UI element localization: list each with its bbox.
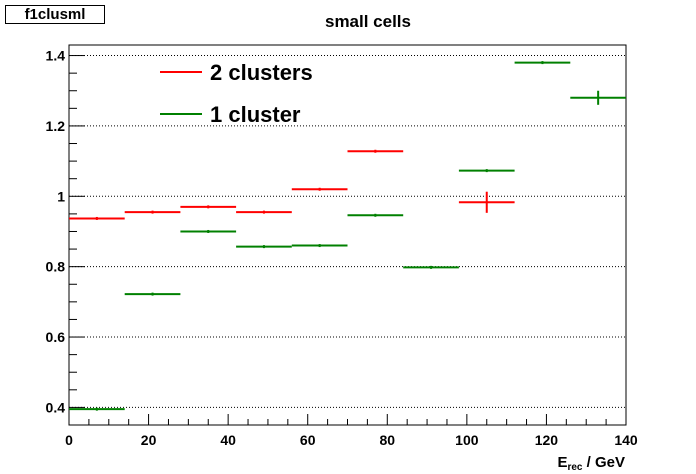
data-point <box>69 216 125 220</box>
y-tick-label: 1 <box>57 188 65 204</box>
y-tick-label: 1.2 <box>46 118 66 134</box>
x-axis-label-sub: rec <box>567 462 582 473</box>
data-point <box>180 229 237 233</box>
data-point <box>291 244 348 248</box>
x-tick-label: 80 <box>379 432 395 448</box>
x-tick-label: 140 <box>614 432 638 448</box>
chart-title: small cells <box>325 12 411 31</box>
data-point <box>570 90 626 105</box>
data-point <box>458 191 515 213</box>
data-point <box>291 187 348 191</box>
data-point <box>347 213 404 217</box>
legend-label: 1 cluster <box>210 102 301 127</box>
legend: 2 clusters 1 cluster <box>160 60 313 127</box>
series-2-clusters <box>69 149 515 220</box>
legend-label: 2 clusters <box>210 60 313 85</box>
data-point <box>347 149 404 153</box>
data-series <box>69 61 626 411</box>
x-tick-label: 120 <box>535 432 559 448</box>
series-1-cluster <box>69 61 626 411</box>
data-point <box>403 265 459 269</box>
x-axis-label-main: E <box>557 454 567 471</box>
y-tick-label: 1.4 <box>46 48 66 64</box>
data-point <box>69 407 125 411</box>
histogram-name-box: f1clusml <box>5 5 105 24</box>
x-tick-label: 0 <box>65 432 73 448</box>
x-axis-label: Erec / GeV <box>557 454 625 473</box>
grid-lines <box>69 55 626 408</box>
axis-ticks <box>68 55 627 426</box>
data-point <box>180 205 237 209</box>
data-point <box>236 210 292 214</box>
plot-frame <box>68 44 627 426</box>
y-tick-label: 0.4 <box>46 399 66 415</box>
data-point <box>124 210 181 214</box>
y-tick-label: 0.6 <box>46 329 66 345</box>
x-tick-label: 60 <box>300 432 316 448</box>
data-point <box>124 292 181 296</box>
x-tick-label: 40 <box>220 432 236 448</box>
y-tick-label: 0.8 <box>46 259 66 275</box>
x-tick-label: 20 <box>141 432 157 448</box>
histogram-name: f1clusml <box>24 6 86 23</box>
data-point <box>458 169 515 173</box>
data-point <box>514 61 571 65</box>
x-tick-label: 100 <box>455 432 479 448</box>
tick-labels: 0.4 0.6 0.8 1 1.2 1.4 0 20 40 60 80 100 120 140 <box>46 48 638 448</box>
data-point <box>236 245 292 249</box>
x-axis-label-rest: / GeV <box>582 454 625 471</box>
